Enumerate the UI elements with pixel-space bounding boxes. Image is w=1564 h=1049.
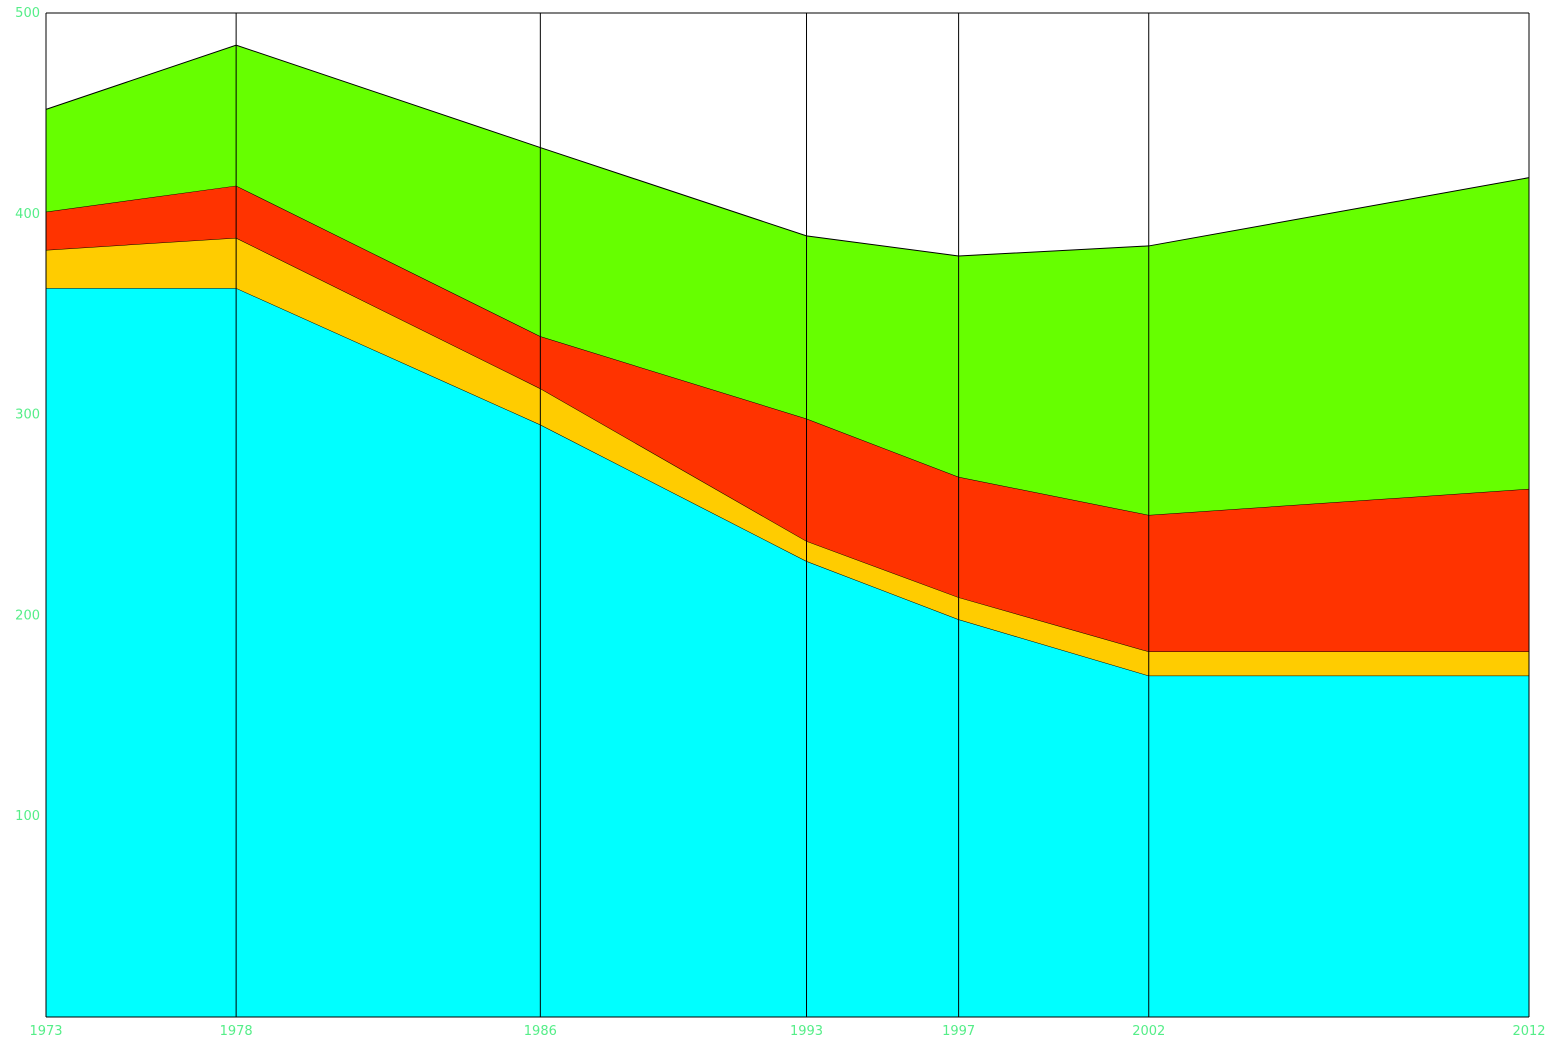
area-series-1 <box>46 288 1529 1018</box>
x-tick-label-1973: 1973 <box>29 1024 62 1039</box>
areas-layer <box>45 44 1530 1018</box>
x-tick-label-2002: 2002 <box>1132 1024 1165 1039</box>
y-tick-label-200: 200 <box>15 608 40 623</box>
x-tick-label-2012: 2012 <box>1512 1024 1545 1039</box>
y-tick-label-500: 500 <box>15 6 40 21</box>
axis-layer <box>46 12 1529 1018</box>
labels-layer: 1973 1978 1986 1993 1997 2002 2012 100 200 300 400… <box>15 6 1545 1039</box>
y-tick-label-100: 100 <box>15 809 40 824</box>
grid-layer <box>45 13 1530 1017</box>
x-tick-label-1997: 1997 <box>942 1024 975 1039</box>
area-series-4 <box>46 45 1529 515</box>
area-series-2 <box>46 237 1529 676</box>
area-series-3 <box>46 185 1529 652</box>
x-tick-label-1993: 1993 <box>790 1024 823 1039</box>
y-tick-label-300: 300 <box>15 408 40 423</box>
x-tick-label-1986: 1986 <box>524 1024 557 1039</box>
y-tick-label-400: 400 <box>15 207 40 222</box>
x-tick-label-1978: 1978 <box>220 1024 253 1039</box>
